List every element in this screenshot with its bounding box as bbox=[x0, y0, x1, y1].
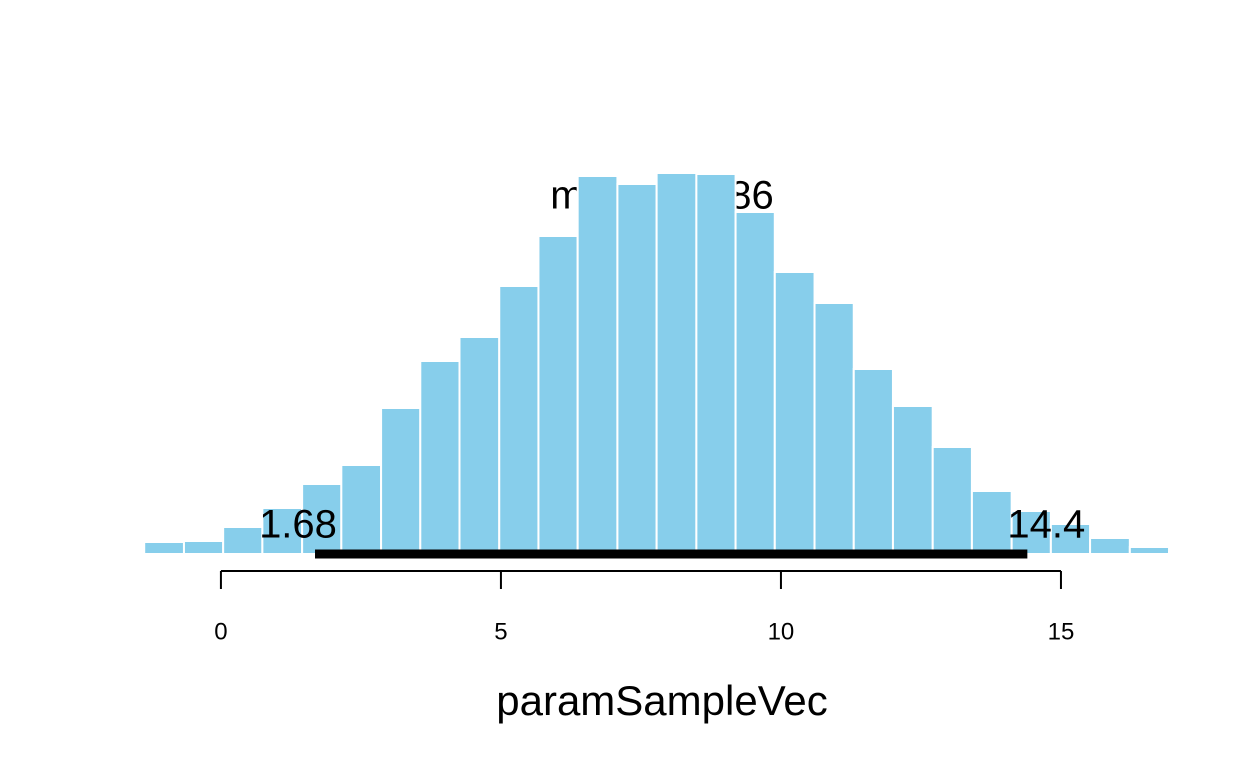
x-tick-label: 5 bbox=[494, 618, 507, 645]
bar bbox=[773, 271, 816, 555]
x-tick-label: 10 bbox=[768, 618, 795, 645]
bar bbox=[182, 540, 225, 555]
bar bbox=[655, 172, 698, 555]
hdi-low-label: 1.68 bbox=[259, 503, 337, 547]
bar bbox=[340, 464, 383, 555]
bar bbox=[222, 526, 264, 555]
bar bbox=[813, 302, 855, 555]
bar bbox=[852, 368, 894, 555]
hdi-high-label: 14.4 bbox=[1007, 503, 1085, 547]
x-tick-label: 15 bbox=[1048, 618, 1075, 645]
bar bbox=[104, 552, 146, 555]
bar bbox=[498, 285, 540, 555]
bar bbox=[931, 446, 973, 555]
bar bbox=[261, 507, 304, 555]
bar bbox=[419, 360, 461, 555]
bar bbox=[1168, 551, 1210, 555]
bar bbox=[1089, 537, 1131, 555]
bar bbox=[143, 541, 185, 555]
bar bbox=[734, 211, 776, 555]
bar bbox=[576, 175, 619, 555]
bar bbox=[616, 183, 658, 555]
bar bbox=[458, 336, 501, 555]
x-tick-label: 0 bbox=[214, 618, 227, 645]
bar bbox=[970, 490, 1013, 555]
bar bbox=[1207, 552, 1248, 555]
bar bbox=[1128, 546, 1171, 555]
x-axis-label: paramSampleVec bbox=[496, 677, 828, 724]
bar bbox=[380, 407, 422, 555]
bar bbox=[1049, 523, 1092, 555]
bar bbox=[891, 405, 934, 555]
bar bbox=[695, 173, 737, 555]
bar bbox=[537, 235, 579, 555]
